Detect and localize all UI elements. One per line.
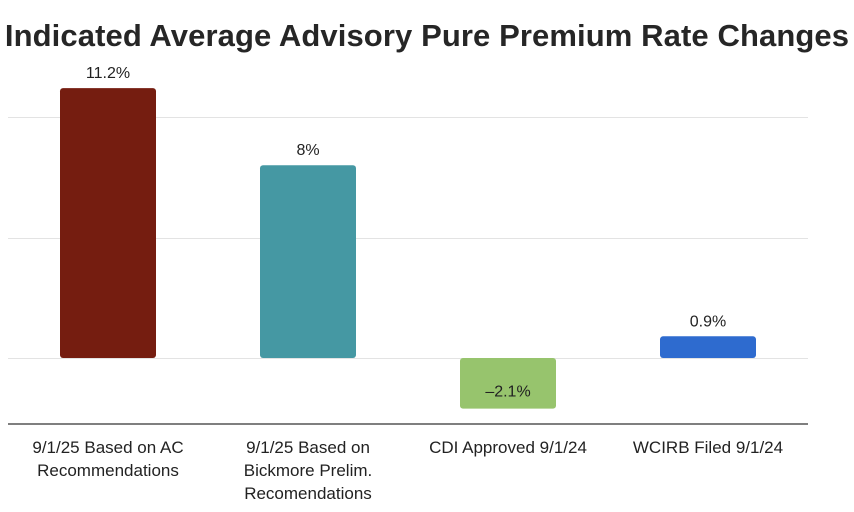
data-label: 11.2% (86, 65, 130, 82)
bar (260, 165, 356, 358)
data-label: –2.1% (485, 384, 530, 401)
category-label: 9/1/25 Based on (246, 438, 370, 457)
bar (660, 336, 756, 358)
category-label: Recomendations (244, 484, 372, 503)
category-label: Bickmore Prelim. (244, 461, 372, 480)
bar (60, 88, 156, 358)
data-label: 8% (296, 142, 319, 159)
category-label: CDI Approved 9/1/24 (429, 438, 587, 457)
bar (460, 358, 556, 409)
category-label: 9/1/25 Based on AC (32, 438, 183, 457)
category-label: WCIRB Filed 9/1/24 (633, 438, 783, 457)
chart-title: Indicated Average Advisory Pure Premium … (4, 18, 850, 53)
category-label: Recommendations (37, 461, 179, 480)
data-label: 0.9% (690, 313, 726, 330)
